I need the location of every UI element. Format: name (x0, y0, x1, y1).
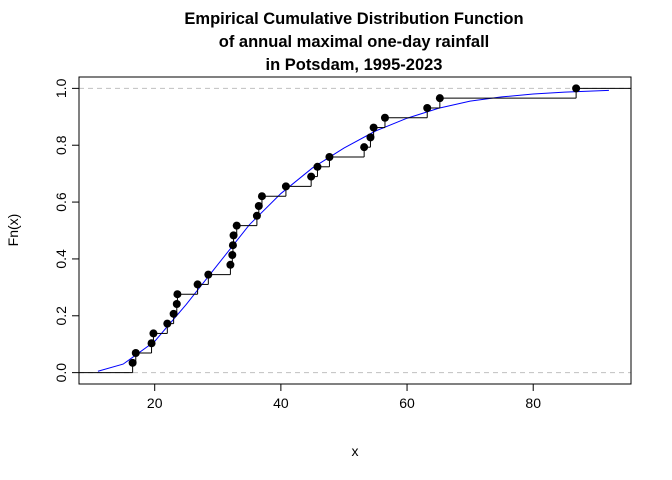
ecdf-point (172, 300, 181, 309)
x-axis: 20 40 60 80 (147, 383, 541, 411)
ecdf-point (193, 280, 202, 289)
y-tick-label: 0.2 (53, 306, 69, 326)
ecdf-point (131, 349, 140, 358)
ecdf-point (307, 172, 316, 181)
y-tick-label: 0.6 (53, 192, 69, 212)
y-tick-label: 1.0 (53, 78, 69, 98)
ecdf-point (369, 123, 378, 132)
ecdf-point (149, 329, 158, 338)
ecdf-point (257, 192, 266, 201)
y-axis: 0.0 0.2 0.4 0.6 0.8 1.0 (53, 78, 80, 383)
ecdf-point (128, 358, 137, 367)
ecdf-point (226, 260, 235, 269)
chart-title-line-3: in Potsdam, 1995-2023 (265, 56, 442, 74)
plot-frame (78, 76, 632, 385)
ecdf-point (204, 270, 213, 279)
fitted-cdf-line (97, 89, 609, 372)
y-tick-label: 0.4 (53, 249, 69, 269)
ecdf-point (423, 103, 432, 112)
ecdf-point (169, 309, 178, 318)
ecdf-point (228, 251, 237, 260)
x-tick-label: 20 (147, 395, 163, 411)
chart-title-line-2: of annual maximal one-day rainfall (219, 33, 490, 51)
y-axis-label: Fn(x) (5, 214, 21, 247)
chart-title-line-1: Empirical Cumulative Distribution Functi… (184, 10, 523, 28)
ecdf-point (435, 94, 444, 103)
x-tick-label: 80 (525, 395, 541, 411)
x-axis-label: x (352, 443, 359, 459)
ecdf-point (572, 84, 581, 93)
ecdf-point (281, 182, 290, 191)
ecdf-point (147, 339, 156, 348)
ecdf-point (380, 113, 389, 122)
y-tick-label: 0.0 (53, 363, 69, 383)
ecdf-point (254, 201, 263, 210)
ecdf-point (360, 143, 369, 152)
ecdf-point (229, 231, 238, 240)
ecdf-point (232, 221, 241, 230)
ecdf-point (325, 152, 334, 161)
ecdf-point (366, 133, 375, 142)
x-tick-label: 40 (273, 395, 289, 411)
ecdf-point (313, 162, 322, 171)
ecdf-point (228, 241, 237, 250)
plot-area (79, 84, 631, 374)
ecdf-point (163, 319, 172, 328)
y-tick-label: 0.8 (53, 135, 69, 155)
ecdf-point (173, 290, 182, 299)
ecdf-point (252, 211, 261, 220)
x-tick-label: 60 (399, 395, 415, 411)
